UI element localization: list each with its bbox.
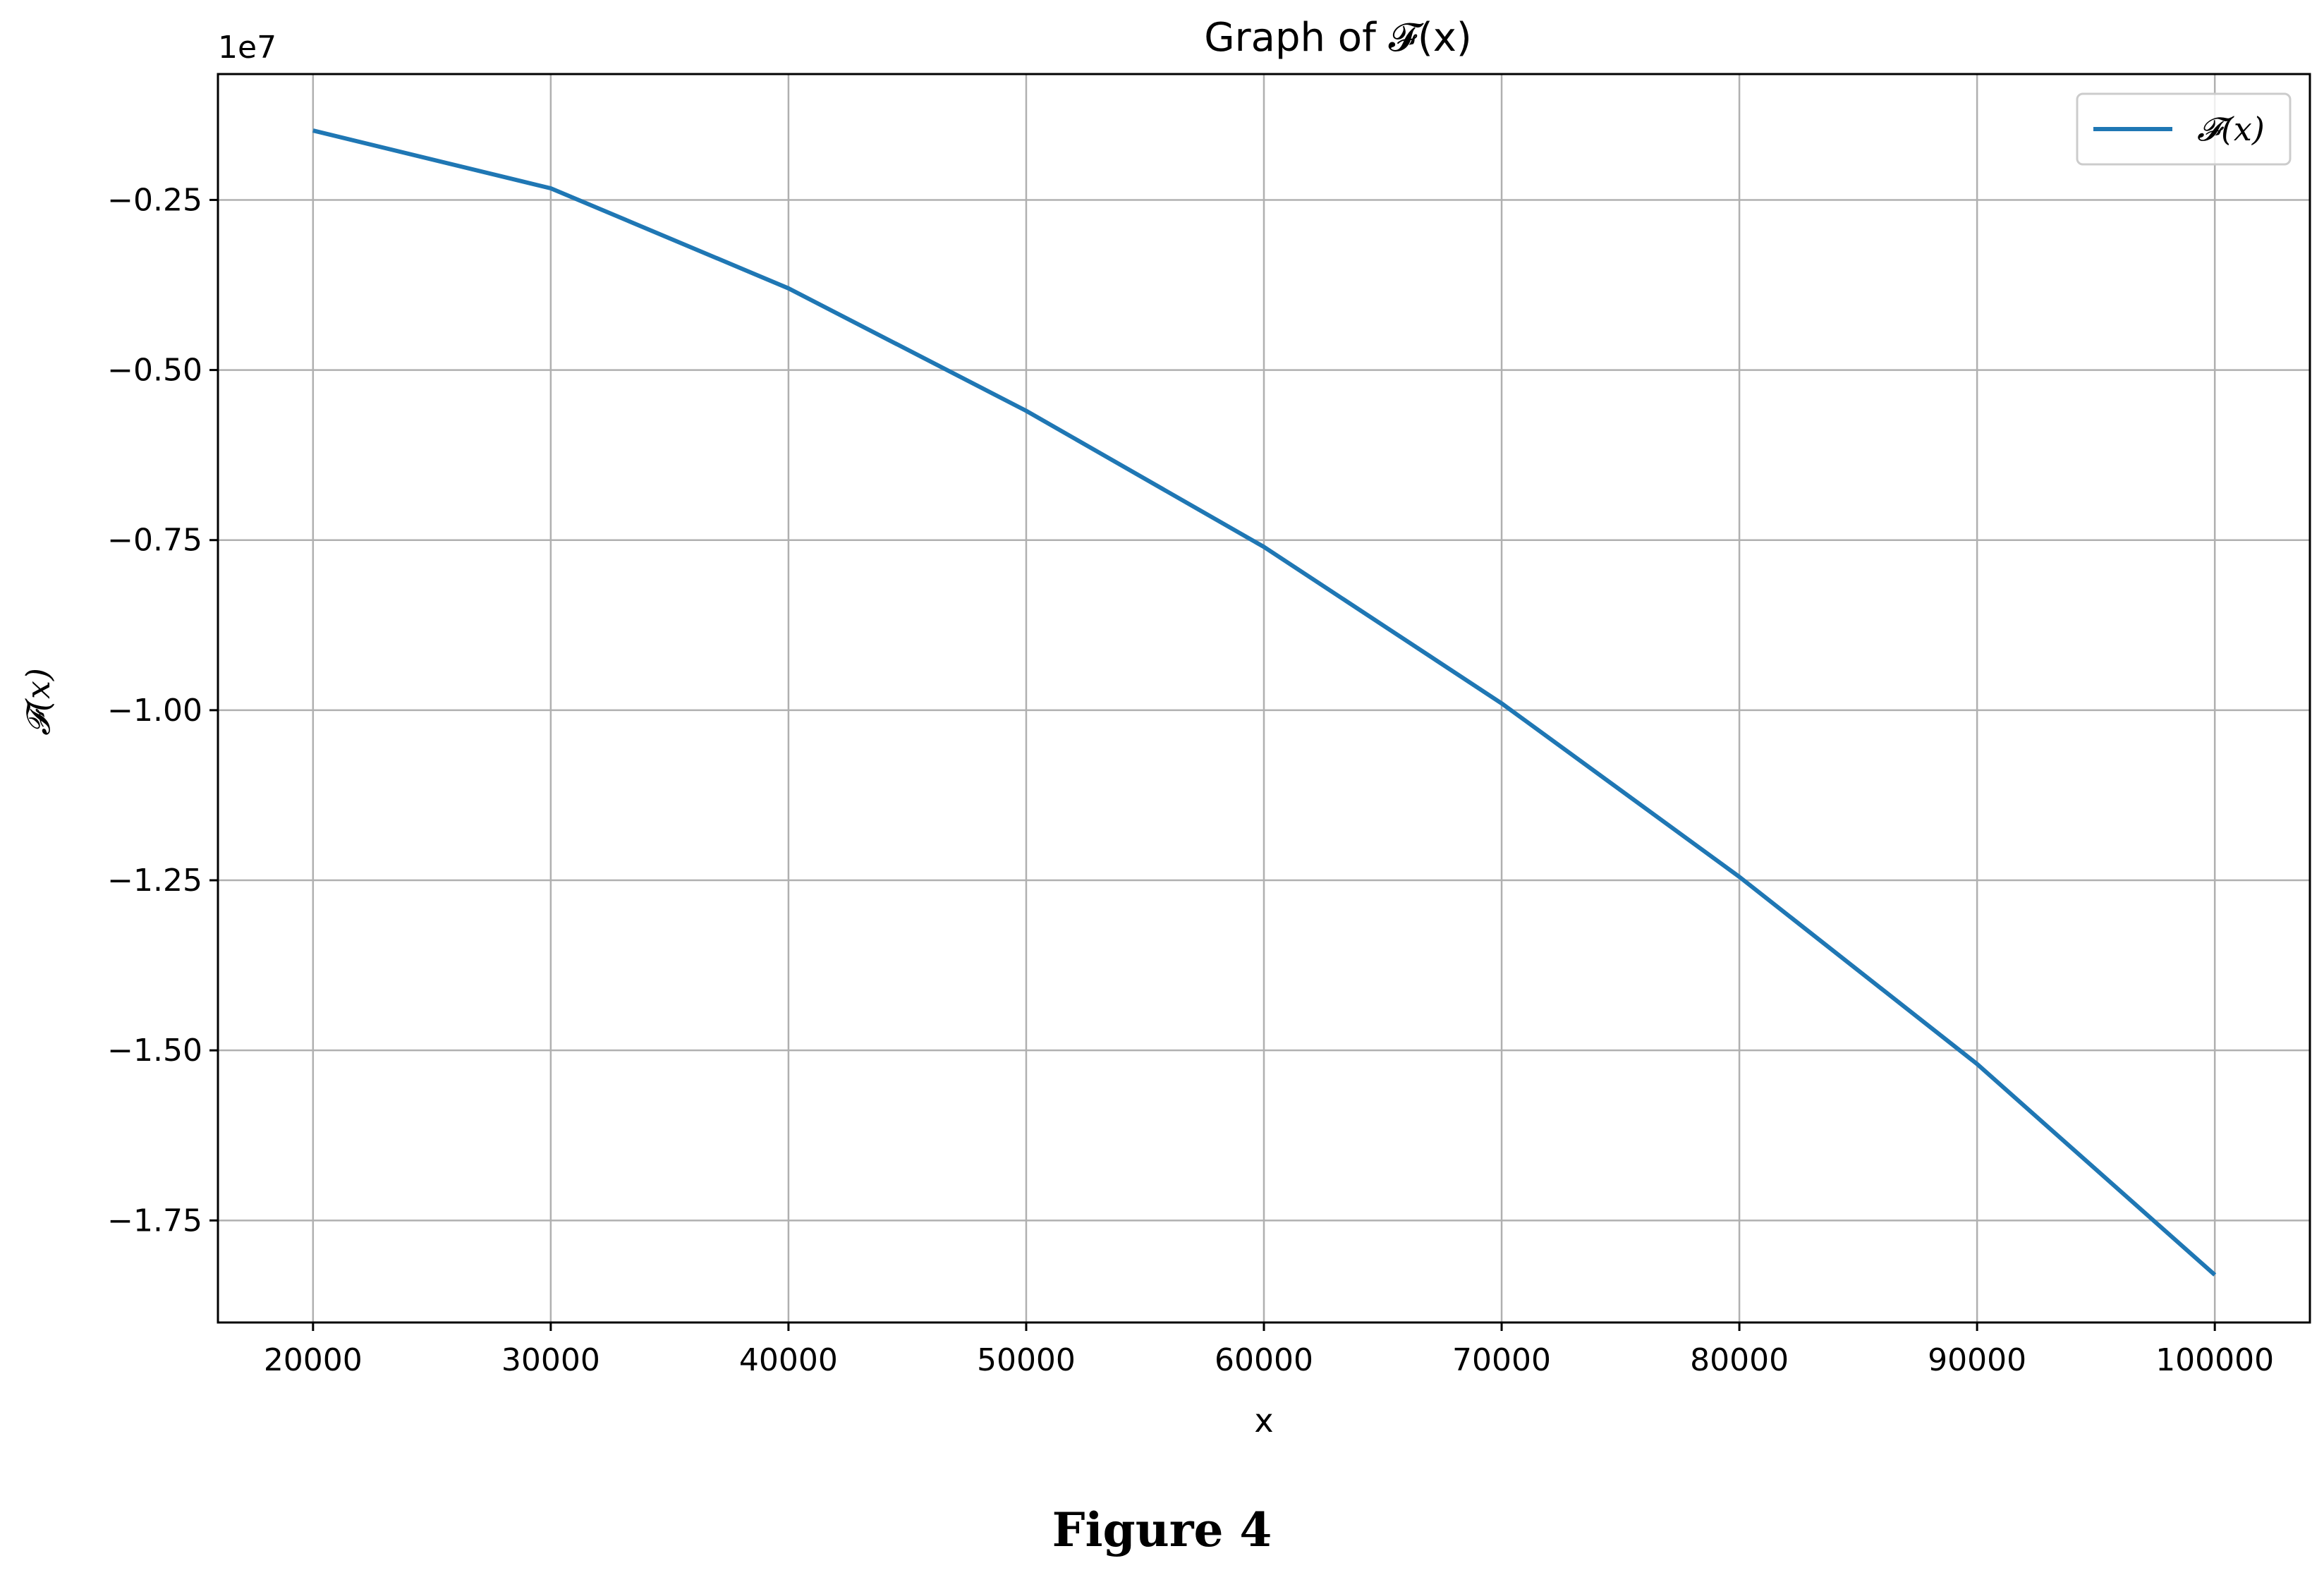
chart-title: Graph of 𝓕(x)	[1204, 15, 1472, 61]
x-tick-label: 60000	[1215, 1342, 1313, 1378]
y-axis-label: 𝓕(x)	[19, 668, 57, 736]
y-tick-label: −0.50	[107, 353, 202, 389]
y-tick-label: −1.25	[107, 863, 202, 899]
figure-caption: Figure 4	[1052, 1502, 1272, 1557]
x-axis-ticks: 20000 30000 40000 50000 60000 70000 80000 90000…	[264, 1322, 2274, 1378]
grid-lines	[218, 74, 2310, 1322]
x-axis-label: x	[1254, 1401, 1273, 1440]
x-tick-label: 70000	[1452, 1342, 1551, 1378]
y-offset-label: 1e7	[218, 30, 276, 66]
y-tick-label: −1.50	[107, 1033, 202, 1069]
legend: 𝓕(x)	[2076, 92, 2292, 166]
legend-box	[2076, 92, 2292, 166]
y-tick-label: −1.75	[107, 1203, 202, 1239]
x-tick-label: 40000	[739, 1342, 838, 1378]
x-tick-label: 50000	[977, 1342, 1076, 1378]
y-tick-label: −0.75	[107, 523, 202, 559]
x-tick-label: 20000	[264, 1342, 363, 1378]
y-tick-label: −0.25	[107, 182, 202, 218]
y-tick-label: −1.00	[107, 693, 202, 729]
y-axis-ticks: −0.25 −0.50 −0.75 −1.00 −1.25 −1.50 −1.75	[107, 182, 218, 1239]
x-tick-label: 90000	[1928, 1342, 2026, 1378]
legend-label: 𝓕(x)	[2197, 110, 2265, 148]
series-layer	[312, 128, 2217, 1277]
series-line	[312, 128, 2217, 1277]
x-tick-label: 80000	[1690, 1342, 1789, 1378]
x-tick-label: 30000	[501, 1342, 600, 1378]
x-tick-label: 100000	[2155, 1342, 2274, 1378]
